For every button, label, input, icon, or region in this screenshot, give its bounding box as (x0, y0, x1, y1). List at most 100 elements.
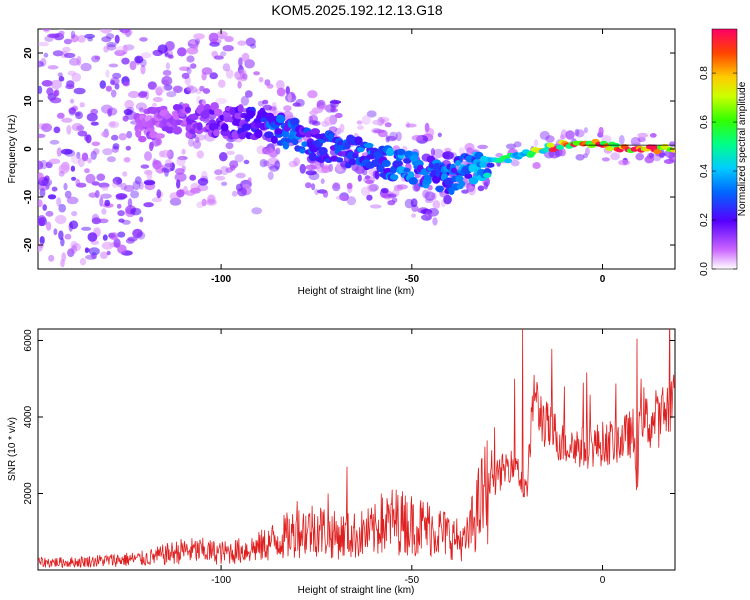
spectrogram-cell (108, 121, 120, 129)
spectrogram-cell (635, 153, 644, 161)
spectrogram-cell (369, 204, 382, 209)
spectrogram-cell (299, 163, 306, 174)
spectrogram-cell (181, 165, 186, 172)
spectrogram-ridge-cell (357, 146, 365, 153)
spectrogram-cell (73, 87, 86, 95)
spectrogram-ridge-cell (299, 148, 306, 154)
spectrogram-cell (380, 187, 389, 194)
spectrogram-ridge-cell (288, 134, 296, 140)
spectrogram-ridge-cell (435, 185, 444, 193)
spectrogram-cell (114, 34, 120, 44)
spectrogram-cell (132, 228, 143, 238)
spectrogram-cell (121, 57, 130, 65)
spectrogram-cell (271, 102, 277, 108)
snr-chart: -100 -50 0 2000 4000 6000 Height of straight… (7, 328, 676, 596)
spectrogram-cell (108, 63, 119, 68)
spectrogram-cell (109, 121, 116, 127)
spectrogram-cell (396, 184, 409, 190)
x-tick-label: -50 (405, 575, 420, 586)
spectrogram-ridge-cell (214, 110, 221, 117)
spectrogram-cell (122, 115, 129, 122)
spectrogram-cell (186, 66, 192, 75)
spectrogram-ridge-cell (310, 128, 321, 136)
spectrogram-cell (101, 36, 112, 43)
spectrogram-cell (360, 186, 371, 196)
spectrogram-cell (122, 81, 130, 87)
spectrogram-cell (411, 213, 416, 218)
spectrogram-cell (663, 159, 675, 164)
spectrogram-cell (155, 137, 162, 146)
spectrogram-cell (91, 141, 101, 147)
spectrogram-cell (45, 180, 51, 190)
spectrogram-cell (96, 173, 106, 181)
spectrogram-ridge-cell (274, 128, 283, 135)
spectrogram-cell (160, 149, 171, 158)
spectrogram-cell (405, 123, 417, 128)
spectrogram-cell (311, 183, 316, 191)
spectrogram-ridge-cell (291, 138, 299, 146)
spectrogram-cell (111, 181, 118, 188)
spectrogram-cell (209, 72, 218, 80)
spectrogram-cell (76, 182, 87, 188)
spectrogram-cell (152, 96, 163, 103)
spectrogram-cell (225, 69, 234, 79)
spectrogram-cell (224, 36, 234, 43)
spectrogram-x-label: Height of straight line (km) (298, 286, 415, 297)
spectrogram-ridge-cell (363, 142, 374, 149)
spectrogram-ridge-cell (455, 160, 462, 166)
spectrogram-cell (355, 164, 364, 174)
spectrogram-cell (43, 52, 49, 58)
spectrogram-cell (263, 160, 270, 167)
snr-x-ticks: -100 -50 0 (211, 329, 606, 586)
spectrogram-cell (262, 99, 269, 105)
spectrogram-cell (424, 191, 436, 201)
spectrogram-cell (90, 108, 99, 115)
spectrogram-ridge-cell (308, 152, 317, 162)
spectrogram-cell (38, 199, 43, 208)
y-tick-label: 6000 (23, 329, 34, 352)
spectrogram-cell (58, 230, 64, 240)
spectrogram-cell (45, 210, 54, 217)
spectrogram-cell (181, 148, 186, 155)
spectrogram-cell (90, 150, 97, 160)
spectrogram-ridge-cell (301, 141, 309, 148)
spectrogram-cell (648, 152, 654, 158)
spectrogram-cell (75, 111, 83, 120)
spectrogram-cell (123, 184, 135, 192)
spectrogram-cell (207, 194, 216, 204)
spectrogram-ridge-cell (264, 131, 274, 139)
spectrogram-cell (129, 60, 137, 71)
spectrogram-cell (161, 75, 173, 86)
spectrogram-y-label: Frequency (Hz) (7, 115, 18, 184)
spectrogram-cell (55, 214, 67, 225)
spectrogram-cell (197, 178, 209, 186)
spectrogram-cell (58, 76, 65, 82)
spectrogram-ridge-cell (348, 158, 357, 166)
spectrogram-cell (88, 192, 98, 198)
spectrogram-cell (61, 117, 73, 123)
spectrogram-cell (266, 83, 274, 89)
spectrogram-cell (77, 157, 85, 168)
spectrogram-x-ticks: -100 -50 0 (211, 29, 606, 285)
spectrogram-cell (188, 138, 194, 147)
spectrogram-cell (374, 170, 380, 180)
spectrogram-cell (505, 143, 517, 150)
spectrogram-cell (618, 159, 630, 166)
spectrogram-cell (117, 244, 127, 254)
spectrogram-cell (88, 247, 100, 256)
spectrogram-cell (366, 194, 373, 201)
spectrogram-cell (377, 129, 388, 138)
spectrogram-cell (50, 79, 62, 90)
spectrogram-cell (47, 194, 57, 200)
spectrogram-cell (565, 130, 575, 140)
spectrogram-cell (67, 248, 75, 258)
y-tick-label: 10 (23, 95, 34, 107)
spectrogram-cell (410, 198, 418, 208)
colorbar-tick-label: 0.8 (699, 66, 710, 80)
spectrogram-cell (431, 192, 437, 201)
spectrogram-cell (241, 52, 250, 63)
spectrogram-cell (86, 112, 98, 122)
spectrogram-cell (378, 116, 390, 123)
spectrogram-cell (114, 49, 126, 57)
spectrogram-cell (218, 32, 225, 40)
